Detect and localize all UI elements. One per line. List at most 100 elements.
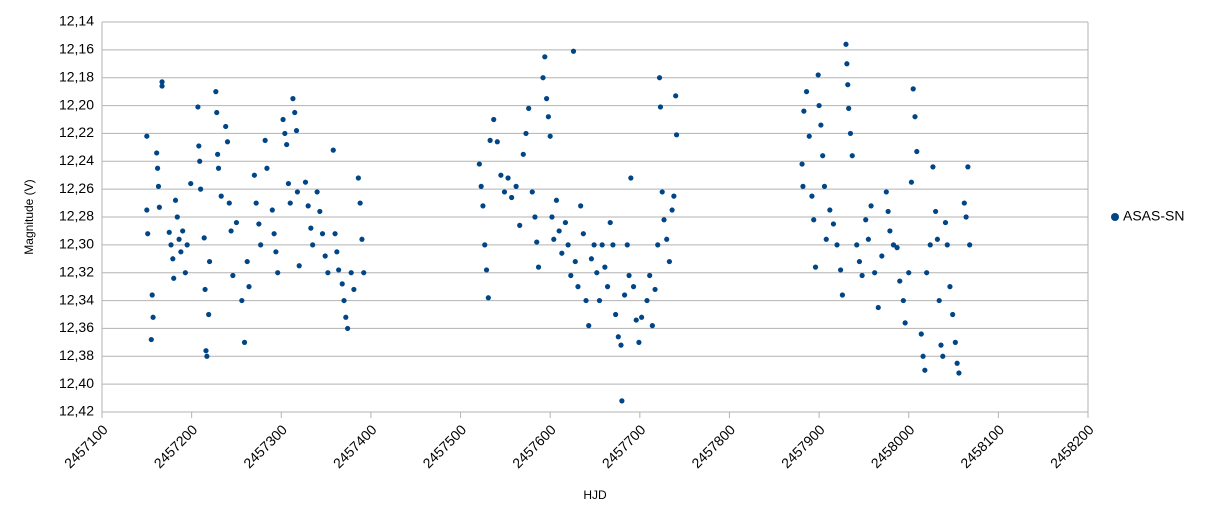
data-point — [655, 242, 661, 248]
data-point — [246, 284, 252, 290]
data-point — [355, 175, 361, 181]
data-point — [171, 275, 177, 281]
data-point — [202, 286, 208, 293]
data-point — [586, 323, 592, 329]
data-point — [656, 75, 663, 81]
x-tick-label: 2457400 — [330, 421, 380, 471]
data-point — [830, 221, 837, 227]
data-point — [827, 207, 833, 213]
data-point — [317, 208, 323, 215]
data-point — [215, 165, 222, 171]
legend-label: ASAS-SN — [1123, 208, 1184, 224]
data-point — [491, 116, 497, 123]
data-point — [258, 242, 264, 248]
data-point — [809, 193, 815, 199]
data-point — [293, 128, 300, 134]
data-point — [282, 130, 288, 137]
data-point — [812, 264, 819, 270]
data-point — [887, 228, 893, 234]
data-point — [305, 203, 311, 209]
data-point — [847, 130, 854, 137]
data-point — [920, 353, 926, 359]
data-point — [296, 263, 302, 269]
data-point — [950, 311, 956, 318]
x-tick-label: 2458000 — [868, 421, 918, 471]
data-point — [934, 236, 941, 242]
data-point — [914, 148, 920, 155]
data-point — [264, 165, 270, 171]
y-tick-label: 12,42 — [59, 403, 94, 419]
data-point — [618, 342, 624, 348]
data-point — [839, 292, 845, 298]
data-point — [494, 139, 500, 145]
data-point — [578, 203, 584, 209]
data-point — [513, 183, 519, 189]
data-point — [671, 193, 677, 199]
data-point — [936, 297, 942, 304]
data-point — [308, 225, 314, 231]
data-point — [879, 253, 885, 259]
data-point — [816, 102, 822, 109]
x-tick-label: 2458100 — [957, 421, 1007, 471]
data-point — [657, 104, 664, 110]
data-point — [799, 161, 805, 167]
data-point — [956, 370, 962, 376]
data-point — [498, 172, 504, 178]
data-point — [965, 164, 971, 170]
data-point — [251, 172, 257, 178]
data-point — [922, 367, 928, 373]
data-point — [894, 245, 900, 251]
data-point — [556, 228, 562, 234]
data-point — [849, 153, 855, 159]
data-point — [542, 54, 548, 60]
data-point — [201, 235, 207, 241]
data-point — [223, 123, 229, 130]
data-point — [204, 353, 210, 359]
data-point — [178, 249, 184, 255]
data-point — [273, 249, 279, 255]
data-point — [610, 242, 616, 248]
data-point — [954, 360, 960, 366]
data-point — [148, 336, 154, 343]
data-point — [159, 83, 165, 89]
data-point — [800, 183, 806, 189]
data-point — [820, 153, 826, 159]
data-point — [659, 189, 665, 195]
data-point — [253, 200, 259, 206]
data-point — [182, 270, 188, 276]
data-point — [145, 231, 151, 237]
data-point — [174, 214, 180, 220]
data-point — [644, 297, 650, 304]
data-point — [322, 253, 328, 259]
data-point — [154, 150, 160, 156]
data-point — [859, 272, 865, 279]
data-point — [509, 194, 515, 201]
data-point — [897, 278, 903, 284]
data-point — [942, 219, 949, 226]
data-point — [520, 151, 526, 157]
data-point — [568, 272, 574, 279]
data-point — [868, 203, 874, 209]
y-tick-label: 12,28 — [59, 208, 94, 224]
y-tick-label: 12,38 — [59, 347, 94, 363]
data-point — [314, 189, 320, 195]
data-point — [241, 339, 248, 345]
data-point — [233, 219, 240, 226]
data-point — [838, 267, 844, 273]
x-tick-label: 2458200 — [1047, 421, 1097, 471]
data-point — [673, 93, 679, 99]
data-point — [206, 311, 212, 318]
data-point — [284, 141, 290, 148]
data-point — [294, 189, 301, 195]
data-point — [562, 219, 569, 226]
data-point — [924, 270, 930, 276]
y-tick-label: 12,24 — [59, 152, 94, 168]
data-point — [310, 242, 316, 248]
data-point — [856, 258, 863, 265]
data-point — [213, 89, 219, 95]
data-point — [540, 75, 546, 81]
data-point — [599, 242, 605, 248]
data-point — [482, 242, 488, 248]
data-point — [480, 203, 486, 209]
data-point — [529, 189, 535, 195]
